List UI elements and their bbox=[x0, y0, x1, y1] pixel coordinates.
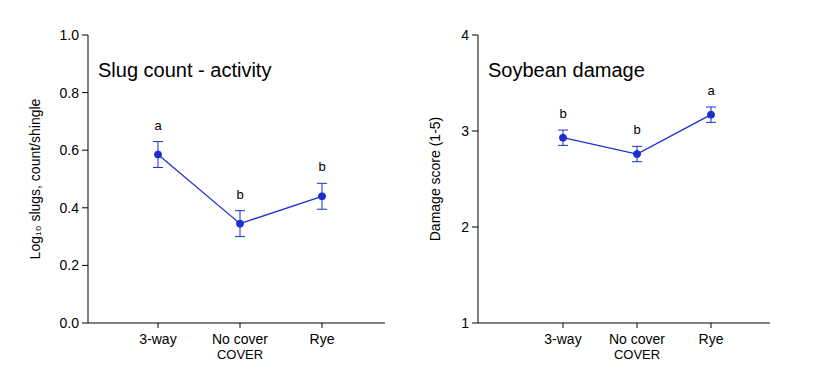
error-bar-group bbox=[317, 183, 327, 209]
x-tick-label: Rye bbox=[699, 331, 724, 347]
significance-letter: a bbox=[707, 83, 715, 98]
error-bar-group bbox=[706, 107, 716, 122]
y-tick-label: 0.6 bbox=[60, 142, 80, 158]
x-tick bbox=[322, 323, 323, 328]
y-tick-label: 1 bbox=[461, 315, 469, 331]
x-axis bbox=[88, 323, 385, 324]
y-tick-label: 0.4 bbox=[60, 200, 80, 216]
y-axis-label: Damage score (1-5) bbox=[427, 117, 443, 242]
y-tick-label: 2 bbox=[461, 219, 469, 235]
y-tick-label: 0.8 bbox=[60, 85, 80, 101]
x-tick bbox=[711, 323, 712, 328]
y-tick-label: 4 bbox=[461, 27, 469, 43]
x-tick bbox=[637, 323, 638, 328]
y-tick bbox=[82, 265, 88, 266]
data-point bbox=[560, 134, 567, 141]
error-bar-group bbox=[153, 142, 163, 168]
significance-letter: b bbox=[633, 122, 640, 137]
y-tick bbox=[82, 35, 88, 36]
error-cap bbox=[235, 236, 245, 237]
chart: 0.0 0.2 0.4 0.6 0.8 1.0 3-way No cover Rye COVER L… bbox=[27, 27, 385, 362]
significance-letter: a bbox=[154, 118, 162, 133]
y-axis bbox=[478, 35, 479, 323]
marks bbox=[558, 107, 716, 162]
significance-letter: b bbox=[559, 106, 566, 121]
x-axis-label: COVER bbox=[614, 347, 660, 362]
y-axis-label: Log₁₀ slugs, count/shingle bbox=[27, 98, 43, 259]
y-tick bbox=[472, 131, 478, 132]
data-point bbox=[634, 151, 641, 158]
y-tick-label: 3 bbox=[461, 123, 469, 139]
x-tick bbox=[563, 323, 564, 328]
significance-letter: b bbox=[318, 159, 325, 174]
y-axis bbox=[88, 35, 89, 323]
chart-title: Slug count - activity bbox=[98, 59, 271, 81]
y-tick bbox=[82, 323, 88, 324]
y-tick bbox=[472, 35, 478, 36]
error-bar-group bbox=[558, 130, 568, 145]
y-tick bbox=[82, 150, 88, 151]
x-tick-label: No cover bbox=[212, 331, 268, 347]
x-tick-label: No cover bbox=[609, 331, 665, 347]
error-cap bbox=[558, 145, 568, 146]
error-cap bbox=[153, 167, 163, 168]
figure: 0.0 0.2 0.4 0.6 0.8 1.0 3-way No cover Rye COVER L… bbox=[0, 0, 818, 390]
data-point bbox=[237, 220, 244, 227]
error-bar-group bbox=[632, 146, 642, 161]
error-cap bbox=[632, 161, 642, 162]
chart-title: Soybean damage bbox=[488, 59, 645, 81]
marks bbox=[153, 142, 327, 237]
data-point bbox=[708, 111, 715, 118]
y-tick-label: 0.0 bbox=[60, 315, 80, 331]
error-cap bbox=[235, 210, 245, 211]
error-cap bbox=[706, 122, 716, 123]
error-cap bbox=[558, 130, 568, 131]
y-tick bbox=[82, 92, 88, 93]
error-bar-group bbox=[235, 211, 245, 237]
error-cap bbox=[632, 146, 642, 147]
error-cap bbox=[317, 183, 327, 184]
y-tick bbox=[472, 323, 478, 324]
y-tick-label: 1.0 bbox=[60, 27, 80, 43]
error-cap bbox=[153, 141, 163, 142]
significance-letter: b bbox=[236, 187, 243, 202]
error-cap bbox=[317, 209, 327, 210]
x-tick bbox=[240, 323, 241, 328]
x-tick-label: 3-way bbox=[139, 331, 176, 347]
error-cap bbox=[706, 107, 716, 108]
x-tick-label: 3-way bbox=[544, 331, 581, 347]
y-tick bbox=[472, 227, 478, 228]
x-tick bbox=[158, 323, 159, 328]
x-axis bbox=[478, 323, 770, 324]
y-tick bbox=[82, 207, 88, 208]
x-tick-label: Rye bbox=[310, 331, 335, 347]
data-point bbox=[155, 151, 162, 158]
x-axis-label: COVER bbox=[217, 347, 263, 362]
data-point bbox=[319, 193, 326, 200]
y-tick-label: 0.2 bbox=[60, 257, 80, 273]
chart: 1 2 3 4 3-way No cover Rye COVER Damage score (1… bbox=[427, 27, 770, 362]
